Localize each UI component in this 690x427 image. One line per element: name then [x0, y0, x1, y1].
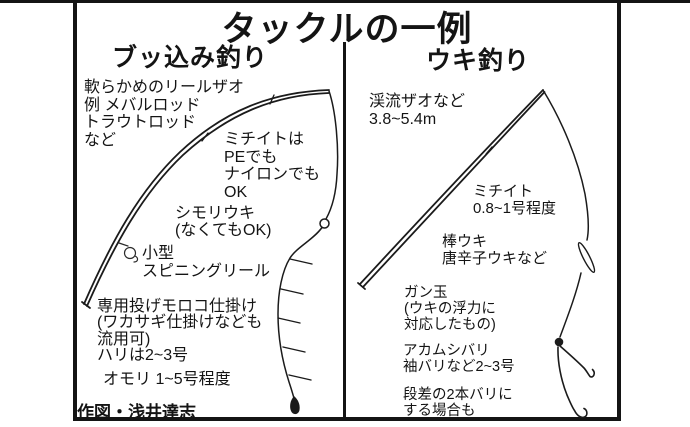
section-header-uki: ウキ釣り: [426, 47, 531, 75]
bukkomi-rig-drawing: [277, 226, 323, 399]
uki-note-label: 段差の2本バリに する場合も: [403, 387, 513, 419]
hook-branch-drawing: [559, 345, 595, 378]
sinker-drawing: [290, 396, 300, 415]
uki-hook-label: アカムシバリ 袖バリなど2~3号: [403, 343, 515, 375]
bukkomi-rig-label: 専用投げモロコ仕掛け (ワカサギ仕掛けなども 流用可) ハリは2~3号: [97, 298, 263, 364]
spinning-reel-drawing: [118, 242, 139, 263]
uki-rod-drawing: [357, 89, 546, 290]
bukkomi-line-label: ミチイトは PEでも ナイロンでも OK: [224, 131, 321, 201]
bukkomi-sinker-label: オモリ 1~5号程度: [103, 371, 231, 388]
bukkomi-rod-label: 軟らかめのリールザオ 例 メバルロッド トラウトロッド など: [84, 79, 245, 149]
frame-top-border: [0, 0, 690, 3]
frame-left-border: [73, 0, 77, 421]
bukkomi-rod-drawing: [81, 89, 330, 309]
uki-float-label: 棒ウキ 唐辛子ウキなど: [442, 233, 548, 267]
frame-bottom-border: [73, 417, 621, 421]
uki-line-drawing: [542, 89, 590, 338]
illustrator-credit: 作図・浅井達志: [77, 403, 196, 422]
stick-float-drawing: [577, 242, 596, 273]
section-divider: [343, 42, 346, 417]
bukkomi-float-label: シモリウキ (なくてもOK): [175, 205, 272, 239]
page-title: タックルの一例: [221, 10, 473, 49]
section-header-bukkomi: ブッ込み釣り: [112, 44, 269, 72]
shimori-float-drawing: [319, 218, 330, 229]
hook-bottom-drawing: [557, 346, 588, 419]
bukkomi-reel-label: 小型 スピニングリール: [142, 245, 271, 280]
bukkomi-line-drawing: [325, 90, 339, 220]
uki-weight-label: ガン玉 (ウキの浮力に 対応したもの): [404, 285, 496, 333]
frame-right-border: [617, 0, 621, 421]
split-shot-drawing: [554, 337, 564, 347]
uki-line-label: ミチイト 0.8~1号程度: [473, 183, 556, 217]
uki-rod-label: 渓流ザオなど 3.8~5.4m: [369, 93, 466, 128]
